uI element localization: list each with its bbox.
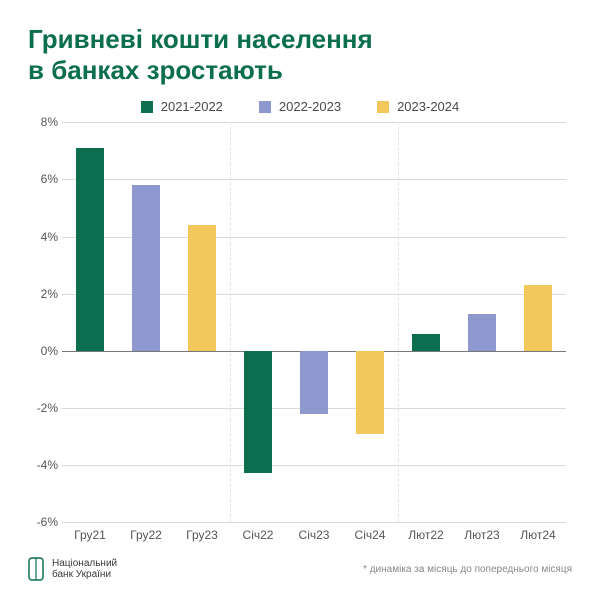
x-tick-label: Січ22 <box>243 528 274 542</box>
plot-area: -6%-4%-2%0%2%4%6%8% <box>62 122 566 522</box>
legend-item: 2021-2022 <box>141 99 223 114</box>
y-tick-label: 4% <box>28 230 58 244</box>
bar <box>76 148 104 351</box>
footnote: * динаміка за місяць до попереднього міс… <box>363 564 572 575</box>
org-logo: Національний банк України <box>28 557 117 581</box>
bar <box>244 351 272 474</box>
chart-title: Гривневі кошти населення в банках зроста… <box>28 24 572 85</box>
legend-item: 2023-2024 <box>377 99 459 114</box>
x-tick-label: Лют23 <box>464 528 499 542</box>
bar <box>188 225 216 351</box>
x-tick-label: Лют24 <box>520 528 555 542</box>
chart-card: Гривневі кошти населення в банках зроста… <box>0 0 600 600</box>
legend-item: 2022-2023 <box>259 99 341 114</box>
legend-label: 2023-2024 <box>397 99 459 114</box>
bar <box>524 285 552 351</box>
y-tick-label: -4% <box>28 458 58 472</box>
x-tick-label: Гру22 <box>130 528 162 542</box>
bar <box>356 351 384 434</box>
x-tick-label: Гру23 <box>186 528 218 542</box>
nbu-logo-icon <box>28 557 44 581</box>
bar <box>300 351 328 414</box>
legend-label: 2022-2023 <box>279 99 341 114</box>
y-tick-label: 2% <box>28 287 58 301</box>
legend-swatch <box>141 101 153 113</box>
legend: 2021-2022 2022-2023 2023-2024 <box>28 99 572 114</box>
x-tick-label: Лют22 <box>408 528 443 542</box>
x-axis-labels: Гру21 Гру22 Гру23 Січ22 Січ23 Січ24 Лют22 Лют23… <box>62 522 566 544</box>
legend-label: 2021-2022 <box>161 99 223 114</box>
x-tick-label: Гру21 <box>74 528 106 542</box>
bar <box>468 314 496 351</box>
chart-area: -6%-4%-2%0%2%4%6%8% Гру21 Гру22 Гру23 Січ22… <box>28 122 572 544</box>
y-tick-label: -2% <box>28 401 58 415</box>
legend-swatch <box>259 101 271 113</box>
title-line-1: Гривневі кошти населення <box>28 24 373 54</box>
footer: Національний банк України * динаміка за … <box>28 554 572 584</box>
org-name: Національний банк України <box>52 558 117 581</box>
bar <box>412 334 440 351</box>
title-line-2: в банках зростають <box>28 55 283 85</box>
y-tick-label: 0% <box>28 344 58 358</box>
x-tick-label: Січ23 <box>299 528 330 542</box>
bar <box>132 185 160 351</box>
legend-swatch <box>377 101 389 113</box>
y-tick-label: 6% <box>28 172 58 186</box>
y-tick-label: -6% <box>28 515 58 529</box>
x-tick-label: Січ24 <box>355 528 386 542</box>
y-tick-label: 8% <box>28 115 58 129</box>
